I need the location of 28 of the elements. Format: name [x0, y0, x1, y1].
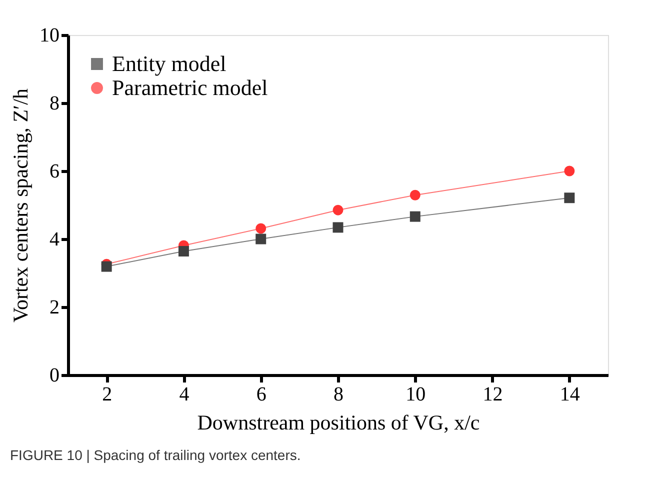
- y-tick-label: 8: [50, 92, 60, 114]
- y-axis-title: Vortex centers spacing, Z′/h: [8, 88, 32, 322]
- legend-label: Entity model: [112, 51, 226, 76]
- x-tick-label: 4: [179, 384, 190, 406]
- point: [256, 223, 266, 234]
- caption: FIGURE 10 | Spacing of trailing vortex centers.: [10, 447, 301, 463]
- y-tick-label: 10: [40, 24, 60, 46]
- point: [410, 211, 420, 222]
- point: [564, 166, 575, 176]
- point: [332, 204, 344, 216]
- point: [178, 246, 189, 256]
- point: [564, 192, 575, 204]
- y-tick-label: 4: [50, 228, 60, 250]
- x-tick-label: 12: [482, 384, 503, 406]
- point: [410, 190, 420, 200]
- point: [256, 234, 266, 244]
- x-axis-title: Downstream positions of VG, x/c: [197, 410, 480, 434]
- y-tick-label: 0: [50, 364, 60, 386]
- x-tick-label: 14: [560, 384, 580, 406]
- x-tick-label: 8: [334, 384, 344, 406]
- x-tick-label: 2: [102, 384, 112, 406]
- legend-label: Parametric model: [112, 75, 268, 100]
- point: [101, 261, 112, 272]
- y-tick-label: 6: [50, 160, 60, 182]
- y-tick-label: 2: [50, 296, 60, 318]
- point: [332, 222, 344, 233]
- x-tick-label: 6: [256, 384, 266, 406]
- x-tick-label: 10: [406, 384, 426, 406]
